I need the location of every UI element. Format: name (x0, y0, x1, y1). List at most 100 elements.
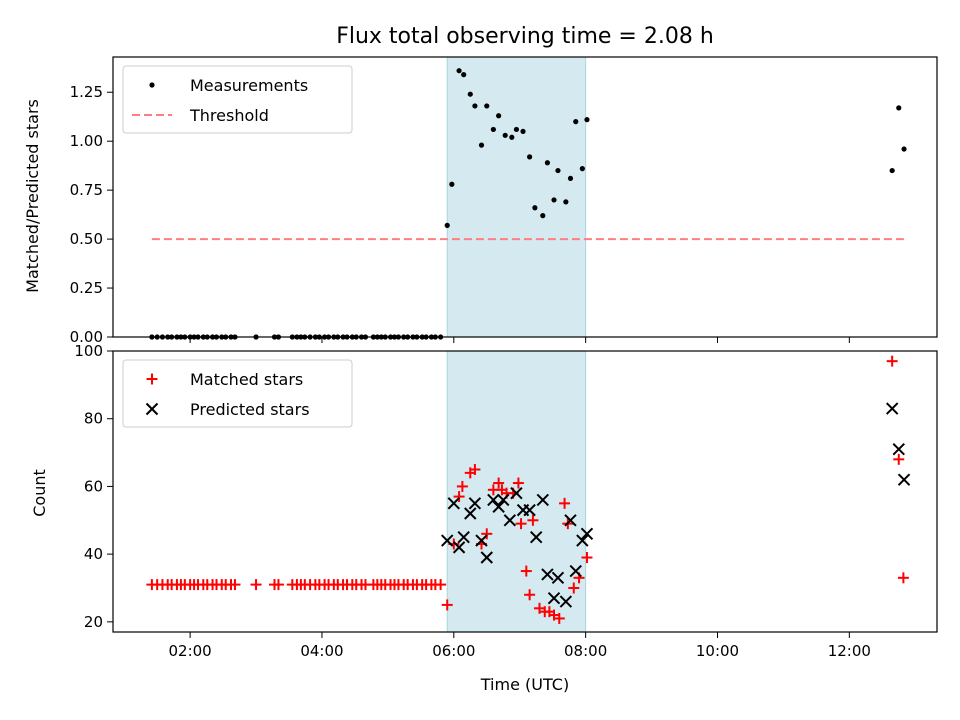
chart-title: Flux total observing time = 2.08 h (336, 24, 714, 49)
bottom-y-axis-label: Count (30, 469, 49, 517)
x-tick-label: 04:00 (300, 642, 343, 660)
predicted-star-point (576, 534, 589, 547)
matched-star-point (568, 582, 580, 594)
matched-star-point (524, 589, 536, 601)
predicted-star-point (529, 530, 543, 544)
x-tick-label: 08:00 (564, 642, 607, 660)
x-axis-label: Time (UTC) (480, 675, 569, 694)
y-tick-label: 0.25 (70, 279, 103, 297)
matched-star-point (469, 463, 481, 475)
measurement-point (509, 134, 515, 140)
matched-star-point (250, 579, 262, 591)
measurement-point (532, 205, 538, 211)
matched-star-point (559, 497, 571, 509)
matched-star-point (512, 477, 524, 489)
matched-star-point (581, 552, 593, 564)
y-tick-label: 40 (84, 545, 103, 563)
measurement-point (449, 181, 455, 187)
matched-star-point (453, 491, 465, 503)
matched-star-point (515, 518, 527, 530)
measurement-point (563, 199, 569, 205)
series-matched-stars (146, 355, 909, 624)
legend: Matched stars Predicted stars (122, 359, 353, 428)
matched-star-point (897, 572, 909, 584)
x-tick-label: 12:00 (828, 642, 871, 660)
measurement-point (478, 142, 485, 148)
top-y-axis-label: Matched/Predicted stars (23, 99, 42, 293)
measurement-point (567, 175, 574, 181)
x-tick-label: 02:00 (169, 642, 212, 660)
predicted-star-point (487, 493, 500, 507)
matched-star-point (272, 579, 284, 591)
matched-star-point (481, 528, 493, 540)
measurement-point (896, 105, 902, 111)
predicted-star-point (441, 534, 454, 547)
matched-star-point (493, 477, 505, 489)
predicted-star-point (892, 442, 905, 456)
legend-label: Matched stars (190, 370, 303, 389)
matched-star-point (456, 480, 468, 492)
predicted-star-point (885, 402, 899, 415)
legend-box (122, 359, 353, 428)
matched-star-point (886, 355, 898, 367)
predicted-star-point (564, 514, 577, 527)
predicted-star-point (492, 500, 505, 513)
axes-frame (112, 56, 938, 338)
measurement-point (467, 91, 473, 97)
measurement-point (472, 103, 478, 109)
predicted-star-point (464, 507, 477, 520)
predicted-star-point (569, 564, 582, 578)
predicted-star-point (897, 473, 911, 486)
measurement-point (573, 119, 579, 125)
measurement-point (579, 166, 585, 172)
x-tick-label: 06:00 (432, 642, 475, 660)
predicted-star-point (547, 591, 561, 605)
predicted-star-point (452, 541, 466, 554)
legend-marker-dot (149, 82, 155, 88)
measurement-point (584, 117, 590, 123)
measurement-point (496, 113, 502, 119)
measurement-point (513, 126, 520, 133)
legend-item: Matched stars (146, 370, 303, 389)
predicted-star-point (503, 514, 517, 527)
matched-star-point (435, 579, 447, 591)
measurement-point (520, 128, 526, 135)
count-panel: 20 40 60 80 100 02:00 04:00 06:00 08:00 10:00 12:0… (74, 342, 938, 660)
measurement-point (889, 167, 895, 174)
matched-star-point (553, 612, 565, 624)
predicted-star-point (468, 497, 482, 510)
matched-star-point (229, 579, 241, 591)
legend-item: Predicted stars (145, 400, 310, 419)
x-tick-label: 10:00 (696, 642, 739, 660)
y-tick-label: 1.25 (70, 83, 103, 101)
measurement-point (551, 197, 557, 203)
predicted-star-point (559, 595, 573, 608)
observing-span-highlight (446, 56, 587, 338)
predicted-star-point (580, 527, 594, 541)
predicted-star-point (510, 486, 523, 500)
y-tick-label: 1.00 (70, 132, 103, 150)
y-tick-label: 20 (84, 613, 103, 631)
series-predicted-stars (441, 402, 911, 608)
matched-star-point (893, 453, 905, 465)
measurement-point (901, 146, 907, 152)
measurement-point (502, 132, 508, 138)
y-tick-label: 0.75 (70, 181, 103, 199)
axes-frame (112, 350, 938, 633)
measurement-point (444, 222, 450, 228)
matched-star-point (441, 599, 453, 611)
matched-star-point (527, 514, 539, 526)
predicted-star-point (447, 497, 461, 510)
y-tick-label: 0.00 (70, 328, 103, 346)
predicted-star-point (480, 551, 493, 564)
matched-star-point (520, 565, 532, 577)
legend-box (122, 65, 353, 134)
legend-item: Threshold (132, 106, 269, 125)
measurement-point (555, 167, 561, 174)
observing-span-highlight (446, 350, 587, 633)
legend-label: Predicted stars (190, 400, 310, 419)
legend-label: Threshold (189, 106, 269, 125)
legend: Measurements Threshold (122, 65, 353, 134)
measurement-point (527, 154, 533, 160)
